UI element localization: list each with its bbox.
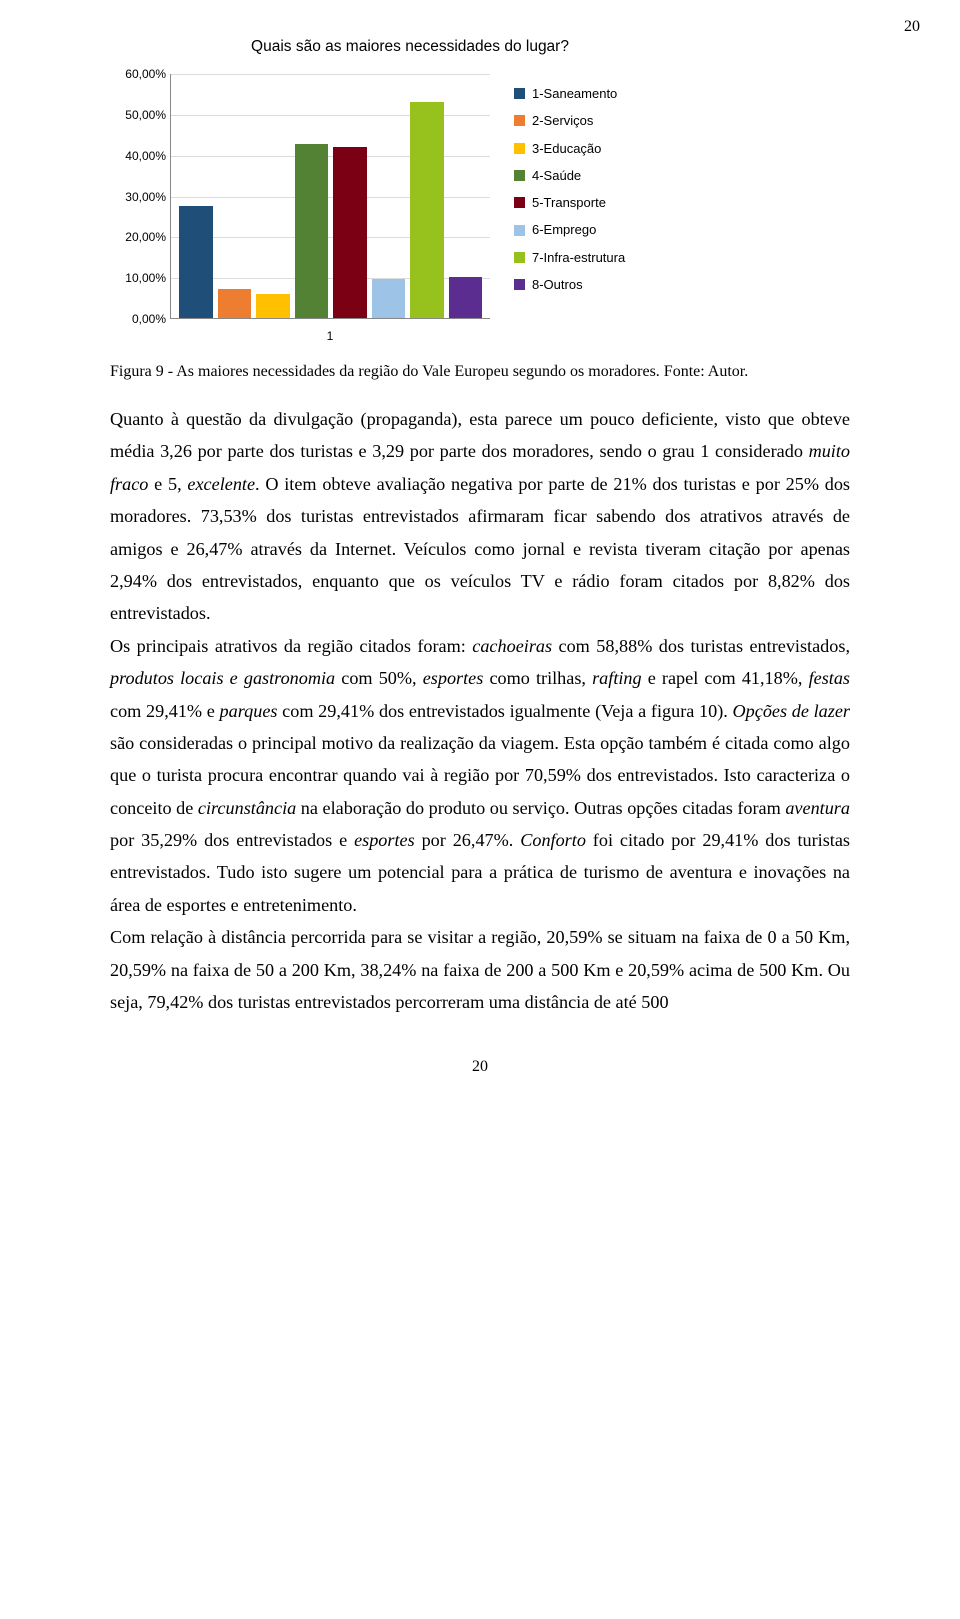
text: Os principais atrativos da região citado…	[110, 636, 472, 656]
chart-title: Quais são as maiores necessidades do lug…	[110, 38, 710, 56]
legend-label: 1-Saneamento	[532, 80, 617, 107]
chart-bar	[218, 289, 252, 318]
italic-text: cachoeiras	[472, 636, 552, 656]
italic-text: esportes	[354, 830, 415, 850]
chart-ytick: 50,00%	[110, 108, 166, 122]
italic-text: esportes	[423, 668, 484, 688]
legend-label: 8-Outros	[532, 271, 583, 298]
legend-swatch	[514, 252, 525, 263]
figure-caption: Figura 9 - As maiores necessidades da re…	[110, 363, 850, 381]
chart-ytick: 40,00%	[110, 149, 166, 163]
legend-swatch	[514, 225, 525, 236]
text: e 5,	[148, 474, 187, 494]
legend-label: 2-Serviços	[532, 107, 593, 134]
text: Quanto à questão da divulgação (propagan…	[110, 409, 850, 461]
italic-text: parques	[220, 701, 278, 721]
italic-text: produtos locais e gastronomia	[110, 668, 335, 688]
body-text: Quanto à questão da divulgação (propagan…	[110, 403, 850, 1018]
legend-label: 7-Infra-estrutura	[532, 244, 625, 271]
italic-text: circunstância	[198, 798, 296, 818]
legend-item: 5-Transporte	[514, 189, 625, 216]
chart-ytick: 60,00%	[110, 67, 166, 81]
chart-ytick: 0,00%	[110, 312, 166, 326]
text: . O item obteve avaliação negativa por p…	[110, 474, 850, 624]
legend-swatch	[514, 115, 525, 126]
legend-item: 6-Emprego	[514, 216, 625, 243]
chart-x-label: 1	[170, 329, 490, 343]
legend-swatch	[514, 88, 525, 99]
text: com 29,41% dos entrevistados igualmente …	[277, 701, 732, 721]
chart-ytick: 10,00%	[110, 271, 166, 285]
chart-bar	[333, 147, 367, 319]
chart-bars	[179, 74, 482, 318]
page-number-bottom: 20	[110, 1058, 850, 1076]
chart-plot-area: 0,00%10,00%20,00%30,00%40,00%50,00%60,00…	[110, 74, 490, 349]
legend-item: 1-Saneamento	[514, 80, 625, 107]
legend-label: 5-Transporte	[532, 189, 606, 216]
text: com 50%,	[335, 668, 423, 688]
text: por 26,47%.	[415, 830, 521, 850]
legend-item: 3-Educação	[514, 135, 625, 162]
chart-bar	[372, 279, 406, 318]
legend-swatch	[514, 197, 525, 208]
paragraph-2: Os principais atrativos da região citado…	[110, 630, 850, 922]
legend-swatch	[514, 170, 525, 181]
text: por 35,29% dos entrevistados e	[110, 830, 354, 850]
legend-item: 8-Outros	[514, 271, 625, 298]
italic-text: rafting	[592, 668, 642, 688]
legend-label: 3-Educação	[532, 135, 601, 162]
chart-bar	[295, 144, 329, 318]
italic-text: excelente	[187, 474, 255, 494]
legend-label: 4-Saúde	[532, 162, 581, 189]
text: com 58,88% dos turistas entrevistados,	[552, 636, 850, 656]
paragraph-3: Com relação à distância percorrida para …	[110, 921, 850, 1018]
text: e rapel com 41,18%,	[642, 668, 809, 688]
chart-ytick: 20,00%	[110, 230, 166, 244]
italic-text: Opções de lazer	[733, 701, 850, 721]
italic-text: aventura	[785, 798, 850, 818]
chart-legend: 1-Saneamento2-Serviços3-Educação4-Saúde5…	[514, 80, 625, 298]
page-number-top: 20	[904, 18, 920, 36]
paragraph-1: Quanto à questão da divulgação (propagan…	[110, 403, 850, 630]
text: com 29,41% e	[110, 701, 220, 721]
chart-ytick: 30,00%	[110, 190, 166, 204]
legend-swatch	[514, 279, 525, 290]
text: como trilhas,	[483, 668, 592, 688]
italic-text: Conforto	[520, 830, 586, 850]
chart-bar	[449, 277, 483, 318]
chart-bar	[256, 294, 290, 319]
chart-bar	[179, 206, 213, 318]
legend-label: 6-Emprego	[532, 216, 596, 243]
needs-chart: Quais são as maiores necessidades do lug…	[110, 38, 710, 349]
legend-item: 2-Serviços	[514, 107, 625, 134]
chart-grid	[170, 74, 490, 319]
italic-text: festas	[809, 668, 850, 688]
text: na elaboração do produto ou serviço. Out…	[296, 798, 785, 818]
chart-bar	[410, 102, 444, 318]
legend-swatch	[514, 143, 525, 154]
legend-item: 7-Infra-estrutura	[514, 244, 625, 271]
legend-item: 4-Saúde	[514, 162, 625, 189]
